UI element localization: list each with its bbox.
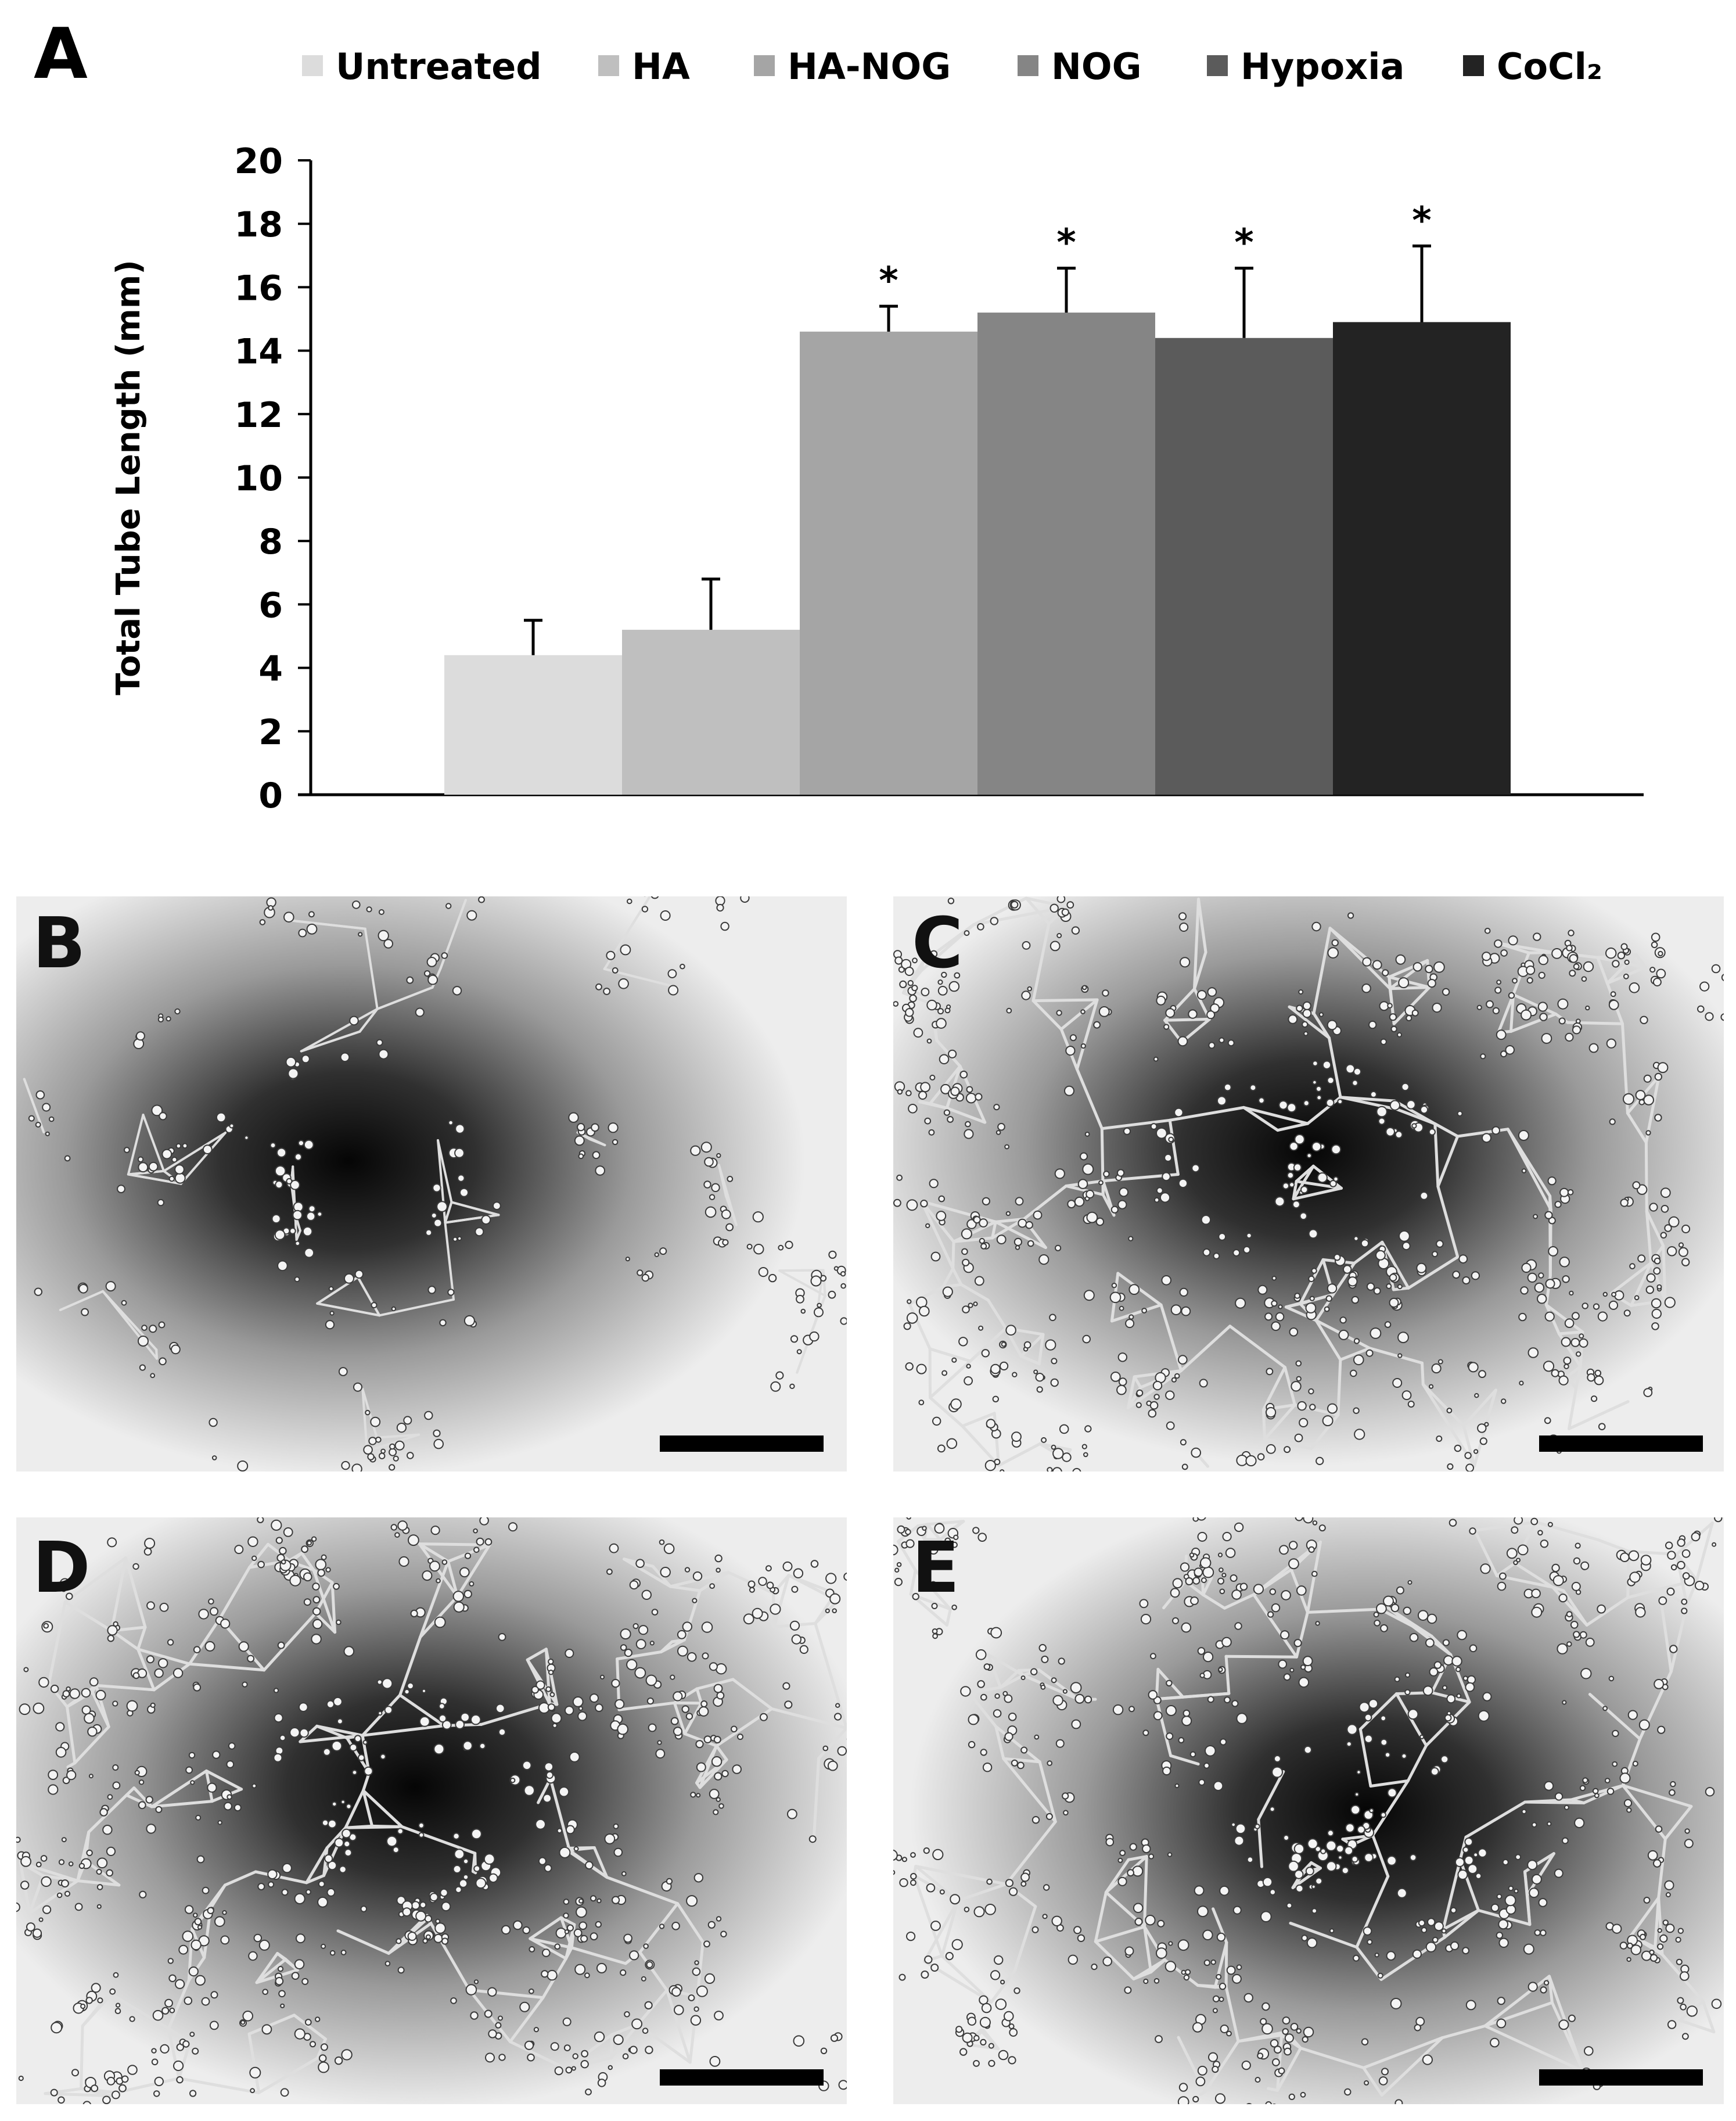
legend-swatch	[754, 55, 775, 76]
scale-bar	[660, 2069, 824, 2086]
micrograph-panel-b: B	[16, 896, 847, 1472]
significance-marker: *	[1234, 222, 1253, 265]
legend-swatch	[1207, 55, 1228, 76]
scale-bar	[1539, 1435, 1703, 1452]
y-tick-label: 12	[235, 395, 283, 436]
y-tick-label: 0	[258, 776, 283, 816]
significance-marker: *	[879, 260, 898, 303]
bar-chart: 0 2 4 6 8 10 12 14 16 18 20 Total Tube Length (mm) *…	[110, 45, 1644, 816]
significance-marker: *	[1056, 222, 1076, 265]
panel-label-b: B	[33, 903, 86, 984]
panel-label-e: E	[912, 1528, 959, 1609]
legend-label: Untreated	[336, 45, 542, 88]
micrograph-panel-c: C	[893, 896, 1724, 1472]
micrograph-image	[16, 1517, 847, 2104]
legend-label: HA-NOG	[788, 45, 951, 88]
micrograph-panel-d: D	[16, 1517, 847, 2104]
legend-label: NOG	[1051, 45, 1141, 88]
y-tick-label: 2	[258, 712, 283, 753]
micrograph-panel-e: E	[893, 1517, 1724, 2104]
bar	[444, 655, 622, 795]
y-tick-label: 16	[235, 268, 283, 308]
y-axis-label: Total Tube Length (mm)	[110, 260, 148, 695]
y-tick-label: 4	[258, 649, 283, 690]
bar	[1333, 322, 1511, 795]
bar	[800, 331, 977, 795]
panel-label-c: C	[912, 903, 964, 984]
legend-swatch	[1463, 55, 1484, 76]
y-tick-label: 18	[235, 204, 283, 245]
y-tick-label: 8	[258, 522, 283, 562]
y-tick-label: 14	[235, 332, 283, 372]
legend-swatch	[598, 55, 619, 76]
legend-label: HA	[632, 45, 690, 88]
panel-label-d: D	[33, 1528, 91, 1609]
bar	[977, 313, 1155, 795]
legend-swatch	[302, 55, 323, 76]
micrograph-image	[16, 896, 847, 1472]
legend-label: CoCl₂	[1497, 45, 1602, 88]
scale-bar	[660, 1435, 824, 1452]
micrograph-image	[893, 896, 1724, 1472]
bar	[1155, 338, 1333, 795]
scale-bar	[1539, 2069, 1703, 2086]
bar	[622, 630, 800, 795]
legend-label: Hypoxia	[1241, 45, 1404, 88]
y-tick-label: 20	[235, 141, 283, 182]
micrograph-image	[893, 1517, 1724, 2104]
panel-label-a: A	[34, 14, 88, 95]
legend-swatch	[1018, 55, 1038, 76]
y-tick-label: 10	[235, 458, 283, 499]
y-tick-label: 6	[258, 585, 283, 626]
significance-marker: *	[1412, 199, 1431, 242]
